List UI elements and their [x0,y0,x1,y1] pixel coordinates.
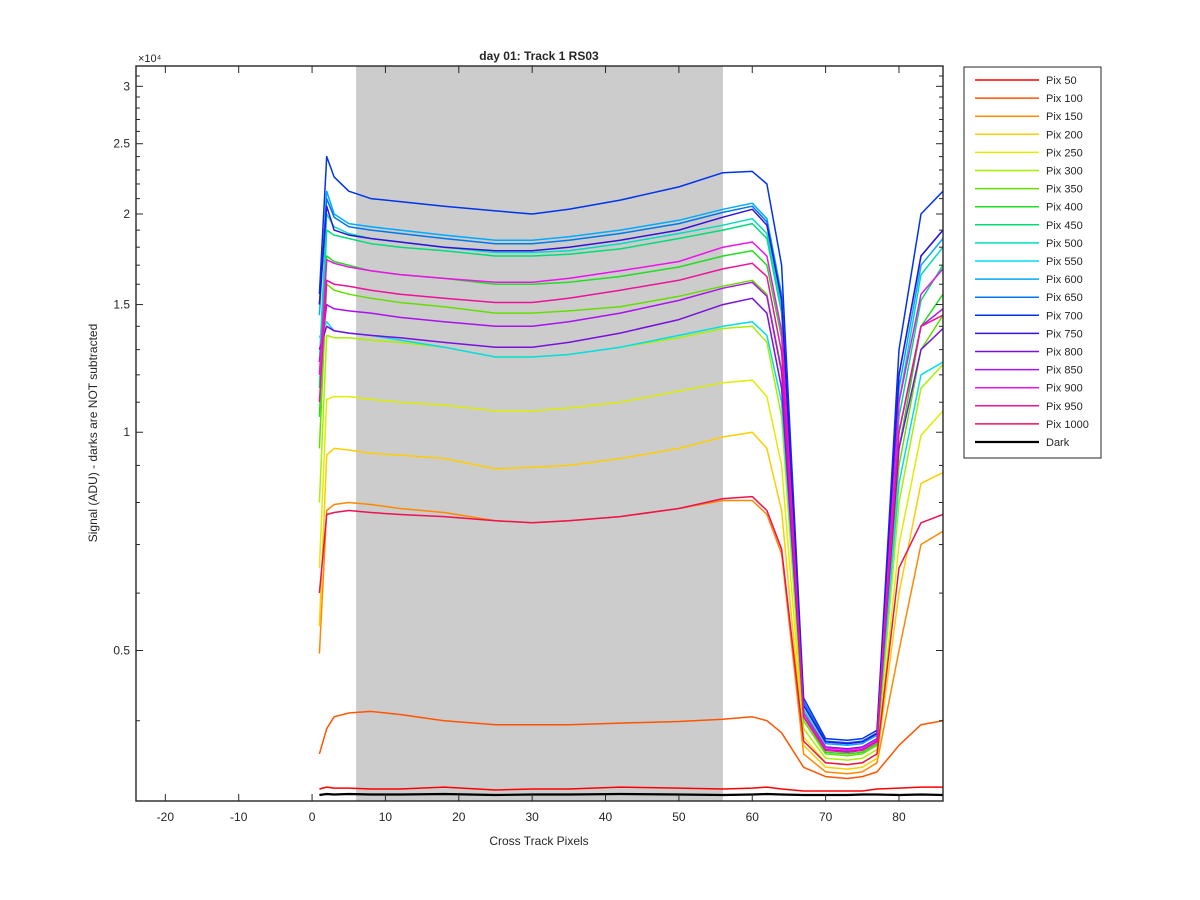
series-line-pix-700 [318,155,943,741]
y-tick-label: 1 [123,425,130,439]
legend-label: Pix 400 [1046,202,1083,214]
y-tick-label: 0.5 [113,643,130,657]
series-line-pix-800 [318,297,943,750]
series-line-pix-600 [318,190,943,747]
legend-label: Pix 100 [1046,93,1083,105]
x-tick-label: 80 [892,810,906,824]
series-line-pix-750 [318,205,943,745]
legend-label: Pix 550 [1046,256,1083,268]
legend-item: Pix 700 [975,310,1083,322]
x-axis-label: Cross Track Pixels [489,834,588,848]
legend-item: Dark [975,437,1070,449]
series-line-pix-100 [318,710,943,780]
legend-label: Pix 950 [1046,401,1083,413]
x-tick-label: 0 [309,810,316,824]
series-line-dark [319,792,943,797]
legend-item: Pix 50 [975,75,1077,87]
x-tick-label: 40 [599,810,613,824]
x-tick-label: 60 [746,810,760,824]
series-line-pix-50 [319,786,943,792]
legend-label: Pix 250 [1046,147,1083,159]
series-line-pix-200 [318,431,943,770]
y-tick-label: 2 [123,207,130,221]
legend-item: Pix 850 [975,365,1083,377]
legend-item: Pix 300 [975,166,1083,178]
legend-item: Pix 150 [975,111,1083,123]
legend-label: Pix 800 [1046,347,1083,359]
series-layer [318,155,943,797]
series-line-pix-1000 [318,495,943,766]
legend-item: Pix 600 [975,274,1083,286]
series-line-pix-350 [318,279,943,757]
x-tick-label: 70 [819,810,833,824]
x-tick-label: 10 [379,810,393,824]
x-tick-label: 50 [672,810,686,824]
legend-item: Pix 400 [975,202,1083,214]
chart-title: day 01: Track 1 RS03 [479,49,599,63]
legend-item: Pix 800 [975,347,1083,359]
x-tick-label: 20 [452,810,466,824]
legend-label: Pix 750 [1046,328,1083,340]
axes-frame [135,65,944,802]
x-tick-label: -20 [157,810,175,824]
legend-item: Pix 100 [975,93,1083,105]
y-axis-label: Signal (ADU) - darks are NOT subtracted [86,324,100,543]
shaded-region-layer [356,66,723,801]
series-line-pix-900 [318,241,943,751]
legend-item: Pix 1000 [975,419,1089,431]
legend-label: Pix 300 [1046,166,1083,178]
legend-label: Pix 700 [1046,310,1083,322]
legend-item: Pix 350 [975,184,1083,196]
legend: Pix 50 Pix 100 Pix 150 Pix 200 Pix 250 Pix 30… [963,66,1102,459]
legend-label: Dark [1046,437,1070,449]
legend-box [963,66,1102,459]
legend-label: Pix 350 [1046,184,1083,196]
legend-label: Pix 500 [1046,238,1083,250]
legend-label: Pix 600 [1046,274,1083,286]
x-tick-label: -10 [230,810,248,824]
legend-item: Pix 250 [975,147,1083,159]
series-line-pix-300 [318,325,943,761]
legend-items: Pix 50 Pix 100 Pix 150 Pix 200 Pix 250 Pix 30… [975,75,1089,449]
legend-item: Pix 650 [975,292,1083,304]
legend-label: Pix 900 [1046,383,1083,395]
x-tick-label: 30 [525,810,539,824]
legend-label: Pix 1000 [1046,419,1089,431]
series-line-pix-950 [318,262,943,753]
legend-label: Pix 450 [1046,220,1083,232]
y-multiplier-label: ×10⁴ [138,53,162,65]
legend-label: Pix 200 [1046,129,1083,141]
legend-label: Pix 150 [1046,111,1083,123]
legend-label: Pix 850 [1046,365,1083,377]
shaded-region [356,66,723,801]
y-tick-label: 3 [123,79,130,93]
y-tick-label: 2.5 [113,137,130,151]
legend-item: Pix 550 [975,256,1083,268]
legend-item: Pix 750 [975,328,1083,340]
legend-label: Pix 650 [1046,292,1083,304]
legend-label: Pix 50 [1046,75,1077,87]
y-tick-label: 1.5 [113,298,130,312]
legend-item: Pix 900 [975,383,1083,395]
plot-area: -20 -10 0 10 20 30 40 50 60 70 80 0.5 1 1.5 2 2.5 3 [113,65,944,824]
legend-item: Pix 950 [975,401,1083,413]
legend-item: Pix 500 [975,238,1083,250]
legend-item: Pix 450 [975,220,1083,232]
series-line-pix-150 [318,499,943,775]
legend-item: Pix 200 [975,129,1083,141]
